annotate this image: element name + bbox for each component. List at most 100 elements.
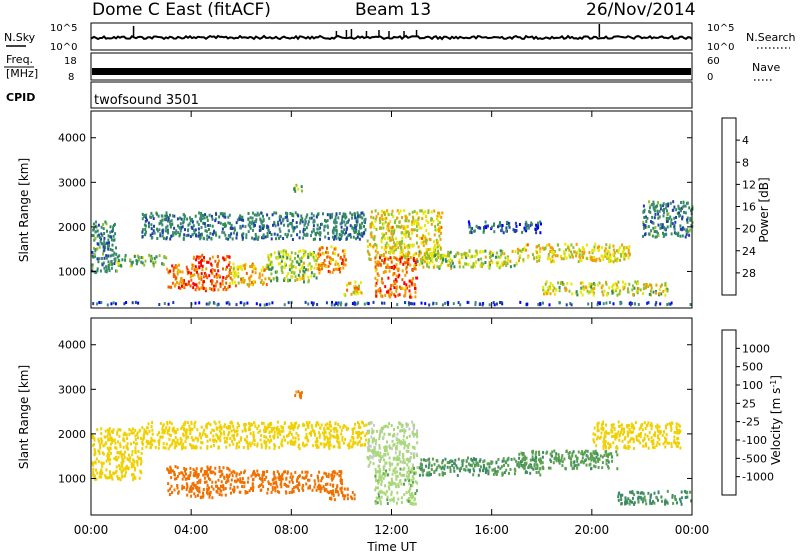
power-plot-cell [380, 240, 383, 244]
vel-plot-cell [378, 497, 381, 501]
power-plot-cell [493, 230, 496, 234]
power-plot-cell [397, 275, 400, 279]
power-plot-cell [178, 234, 181, 238]
vel-plot-cell [173, 446, 176, 450]
vel-plot-cell [112, 439, 115, 443]
power-plot-cell [241, 215, 244, 219]
power-plot-cell [467, 263, 470, 267]
vel-plot-cell [124, 450, 127, 454]
power-plot-cell [469, 230, 472, 234]
vel-plot-cell [147, 440, 150, 444]
vel-plot-cell [328, 423, 331, 427]
vel-plot-cell [381, 455, 384, 459]
power-plot-cell [294, 211, 297, 215]
power-plot-cell [603, 289, 606, 293]
power-plot-cell [413, 259, 415, 263]
power-plot-cell [222, 223, 225, 226]
vel-plot-cell [399, 479, 402, 482]
power-plot-cell [103, 236, 106, 240]
vel-plot-cell [197, 473, 200, 477]
vel-plot-cell [328, 431, 331, 435]
vel-plot-cell [114, 446, 117, 450]
power-plot-cell [484, 249, 487, 253]
power-plot-cell [225, 237, 228, 241]
power-plot-cell [203, 259, 205, 263]
vel-plot-cell [360, 436, 362, 440]
power-plot-cell [315, 215, 318, 219]
vel-plot-cell [218, 493, 221, 496]
vel-plot-cell [334, 422, 337, 426]
power-plot-cell [433, 240, 435, 244]
power-plot-cell [107, 247, 110, 251]
power-plot-cell [648, 292, 651, 296]
vel-plot-cell [254, 474, 257, 478]
vel-plot-cell [200, 469, 202, 473]
vel-plot-cell [107, 458, 110, 462]
power-plot-cell [302, 269, 305, 273]
power-plot-cell [432, 265, 435, 269]
power-plot-cell [303, 270, 306, 274]
power-plot-cell [196, 267, 199, 271]
power-plot-cell [268, 277, 271, 281]
vel-plot-cell [594, 465, 597, 469]
power-plot-cell [649, 210, 652, 214]
power-plot-cell [678, 211, 680, 215]
vel-plot-cell [582, 461, 585, 465]
vel-plot-cell [219, 429, 221, 433]
power-plot-cell [417, 216, 420, 220]
vel-plot-cell [181, 484, 184, 488]
power-plot-cell [438, 265, 441, 269]
power-plot-cell [251, 264, 253, 268]
vel-plot-cell [170, 422, 173, 426]
vel-plot-cell [319, 490, 322, 494]
power-plot-cell [347, 234, 350, 238]
vel-plot-cell [115, 446, 118, 450]
power-plot-cell [99, 240, 102, 244]
power-plot-cell [194, 301, 197, 305]
vel-plot-cell [266, 491, 269, 495]
vel-plot-cell [135, 442, 137, 446]
power-plot-cell [662, 235, 665, 238]
power-plot-cell [252, 221, 255, 225]
power-plot-cell [375, 294, 378, 298]
vel-plot-cell [247, 476, 250, 480]
vel-plot-cell [338, 442, 341, 446]
power-plot-cell [166, 230, 169, 233]
power-plot-cell [413, 221, 415, 225]
power-plot-cell [413, 252, 416, 256]
power-plot-cell [471, 255, 474, 259]
vel-plot-cell [502, 457, 505, 461]
power-plot-cell [159, 219, 162, 223]
power-plot-cell [389, 249, 392, 253]
vel-plot-cell [131, 453, 134, 457]
freq-panel-frame [90, 52, 693, 81]
power-plot-cell [144, 213, 147, 217]
vel-plot-cell [391, 498, 394, 502]
vel-plot-cell [266, 470, 269, 473]
power-plot-cell [649, 289, 652, 293]
vel-plot-cell [484, 471, 487, 474]
vel-plot-cell [485, 467, 488, 471]
vel-plot-cell [286, 441, 289, 445]
power-plot-cell [542, 288, 545, 292]
power-plot-cell [664, 293, 667, 297]
vel-plot-cell [94, 449, 96, 453]
power-plot-cell [393, 279, 396, 283]
power-plot-cell [652, 206, 655, 210]
power-plot-cell [374, 269, 377, 273]
power-plot-cell [333, 226, 335, 230]
power-plot-cell [655, 283, 658, 287]
power-plot-cell [211, 279, 214, 283]
vel-plot-cell [303, 444, 306, 448]
power-plot-cell [648, 210, 651, 213]
power-plot-cell [551, 255, 554, 259]
vel-plot-cell [542, 467, 545, 471]
power-plot-cell [647, 301, 650, 305]
power-plot-cell [174, 283, 177, 287]
power-plot-cell [503, 262, 506, 266]
power-plot-cell [406, 225, 409, 229]
power-plot-cell [372, 216, 375, 220]
vel-plot-cell [189, 443, 192, 446]
vel-plot-cell [459, 469, 461, 473]
vel-plot-cell [285, 476, 288, 480]
